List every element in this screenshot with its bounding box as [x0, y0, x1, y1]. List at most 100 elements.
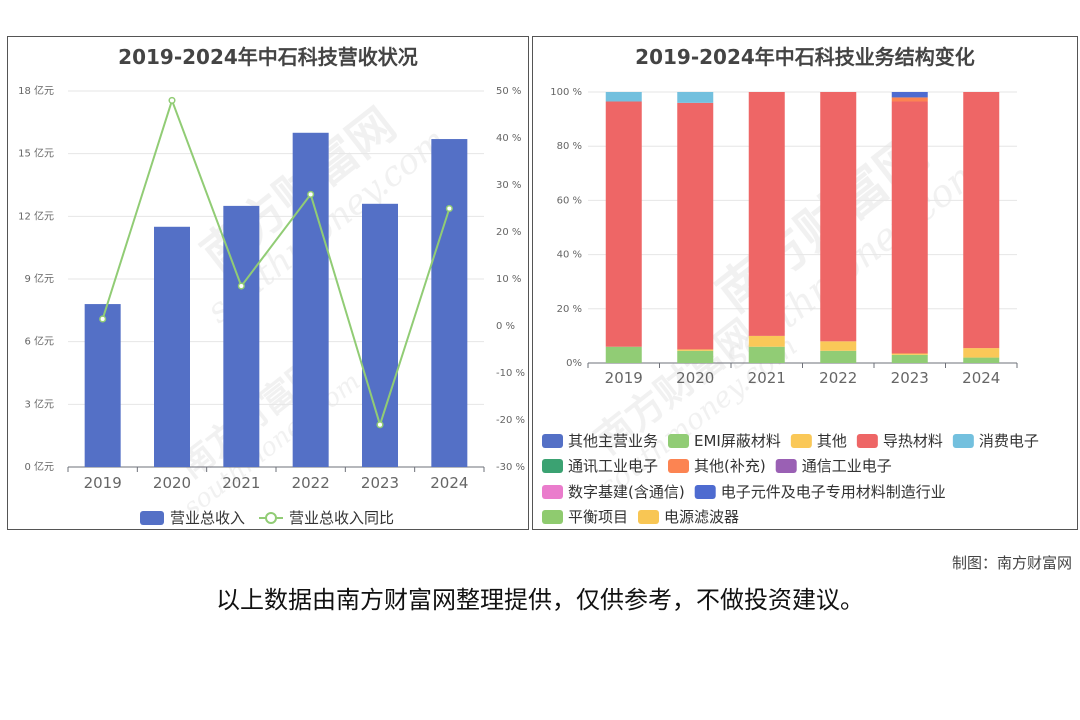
- stacked-bar-segment: [605, 101, 642, 347]
- legend-label-revenue: 营业总收入: [170, 509, 245, 527]
- legend-swatch: [790, 434, 812, 448]
- y-left-tick-label: 9 亿元: [24, 272, 54, 285]
- chart-source: 制图：南方财富网: [951, 554, 1072, 572]
- y-right-tick-label: 40 %: [496, 133, 521, 144]
- legend-label: EMI屏蔽材料: [694, 432, 781, 450]
- legend-label: 其他: [817, 432, 847, 450]
- legend-label: 电源滤波器: [664, 508, 739, 526]
- y-right-tick-label: 30 %: [496, 180, 521, 191]
- stacked-bar-segment: [605, 92, 642, 102]
- legend-label: 通讯工业电子: [568, 457, 658, 475]
- structure-chart: 南方财富网southmoney.com南方财富网southmoney.com0%…: [542, 87, 1039, 526]
- legend-swatch: [775, 459, 797, 473]
- yoy-point: [99, 315, 107, 323]
- stacked-bar-segment: [748, 92, 785, 336]
- y-right-tick-label: 20 %: [496, 227, 521, 238]
- legend-label: 消费电子: [979, 432, 1039, 450]
- y-left-tick-label: 15 亿元: [18, 147, 54, 160]
- legend-label: 其他(补充): [694, 457, 766, 475]
- legend-swatch-revenue: [140, 511, 164, 525]
- x-tick-label: 2022: [819, 369, 857, 387]
- revenue-bar: [154, 226, 190, 467]
- stacked-bar-segment: [891, 92, 928, 98]
- stacked-bar-segment: [820, 341, 857, 351]
- stacked-bar-segment: [677, 102, 714, 350]
- y-right-tick-label: -10 %: [496, 368, 525, 379]
- x-tick-label: 2022: [292, 474, 330, 492]
- stacked-bar-segment: [963, 92, 1000, 349]
- y-right-tick-label: -20 %: [496, 415, 525, 426]
- yoy-point: [168, 96, 176, 104]
- legend-swatch: [856, 434, 878, 448]
- y-left-tick-label: 0 亿元: [24, 460, 54, 473]
- revenue-bar: [292, 132, 329, 467]
- stacked-bar-segment: [963, 357, 1000, 363]
- legend-label: 导热材料: [883, 432, 943, 450]
- legend-label-yoy: 营业总收入同比: [289, 509, 394, 527]
- legend-label: 平衡项目: [568, 508, 628, 526]
- y-tick-label: 80 %: [557, 141, 582, 152]
- stacked-bar-segment: [891, 101, 928, 354]
- y-left-tick-label: 18 亿元: [18, 84, 54, 97]
- x-tick-label: 2023: [891, 369, 929, 387]
- disclaimer-text: 以上数据由南方财富网整理提供，仅供参考，不做投资建议。: [216, 586, 864, 614]
- stacked-bar-segment: [605, 346, 642, 363]
- revenue-chart: 南方财富网southmoney.com南方财富网southmoney.com0 …: [18, 84, 525, 527]
- y-tick-label: 0%: [566, 358, 582, 369]
- y-tick-label: 60 %: [557, 195, 582, 206]
- y-right-tick-label: 50 %: [496, 86, 521, 97]
- yoy-line: [101, 97, 451, 429]
- legend-swatch: [542, 459, 563, 473]
- y-tick-label: 20 %: [557, 304, 582, 315]
- yoy-point: [445, 204, 453, 213]
- revenue-bar: [84, 304, 121, 467]
- y-left-tick-label: 3 亿元: [24, 397, 54, 410]
- left-chart-panel: 南方财富网southmoney.com南方财富网southmoney.com0 …: [7, 36, 529, 530]
- legend-swatch: [668, 459, 690, 473]
- y-left-tick-label: 6 亿元: [24, 335, 54, 348]
- yoy-point: [376, 421, 384, 429]
- stacked-bar-segment: [677, 92, 714, 103]
- stacked-bar-segment: [677, 349, 714, 351]
- x-tick-label: 2019: [84, 474, 122, 492]
- stacked-bar-segment: [820, 350, 857, 363]
- x-tick-label: 2019: [605, 369, 643, 387]
- legend-swatch: [638, 510, 660, 524]
- y-right-tick-label: -30 %: [496, 462, 525, 473]
- legend-swatch: [668, 434, 690, 448]
- yoy-point: [237, 282, 245, 290]
- y-tick-label: 100 %: [550, 87, 582, 98]
- stacked-bar-segment: [891, 354, 928, 363]
- y-left-tick-label: 12 亿元: [18, 209, 54, 222]
- stacked-bar-segment: [963, 348, 1000, 358]
- legend-swatch-yoy-marker: [265, 512, 277, 524]
- legend-swatch: [542, 434, 563, 448]
- x-tick-label: 2021: [222, 474, 260, 492]
- revenue-bar: [431, 139, 468, 467]
- stacked-bar-segment: [677, 350, 714, 363]
- right-chart-title: 2019-2024年中石科技业务结构变化: [635, 45, 975, 69]
- x-tick-label: 2024: [430, 474, 468, 492]
- legend-label: 数字基建(含通信): [568, 483, 685, 501]
- stacked-bar-segment: [748, 346, 785, 363]
- legend-swatch: [542, 485, 563, 499]
- x-tick-label: 2020: [676, 369, 714, 387]
- legend-label: 通信工业电子: [802, 457, 892, 475]
- revenue-bar: [223, 205, 260, 467]
- x-tick-label: 2024: [962, 369, 1000, 387]
- x-tick-label: 2021: [748, 369, 786, 387]
- right-chart-panel: 南方财富网southmoney.com南方财富网southmoney.com0%…: [532, 36, 1078, 530]
- yoy-point: [307, 190, 315, 198]
- stacked-bar-segment: [748, 335, 785, 347]
- left-chart-title: 2019-2024年中石科技营收状况: [118, 45, 418, 69]
- x-tick-label: 2020: [153, 474, 191, 492]
- legend-swatch: [694, 485, 716, 499]
- legend-swatch: [542, 510, 563, 524]
- y-right-tick-label: 0 %: [496, 321, 515, 332]
- legend-label: 其他主营业务: [568, 432, 658, 450]
- y-tick-label: 40 %: [557, 250, 582, 261]
- stacked-bar-segment: [820, 92, 857, 342]
- stacked-bar-segment: [891, 353, 928, 355]
- stacked-bar-segment: [891, 97, 928, 102]
- x-tick-label: 2023: [361, 474, 399, 492]
